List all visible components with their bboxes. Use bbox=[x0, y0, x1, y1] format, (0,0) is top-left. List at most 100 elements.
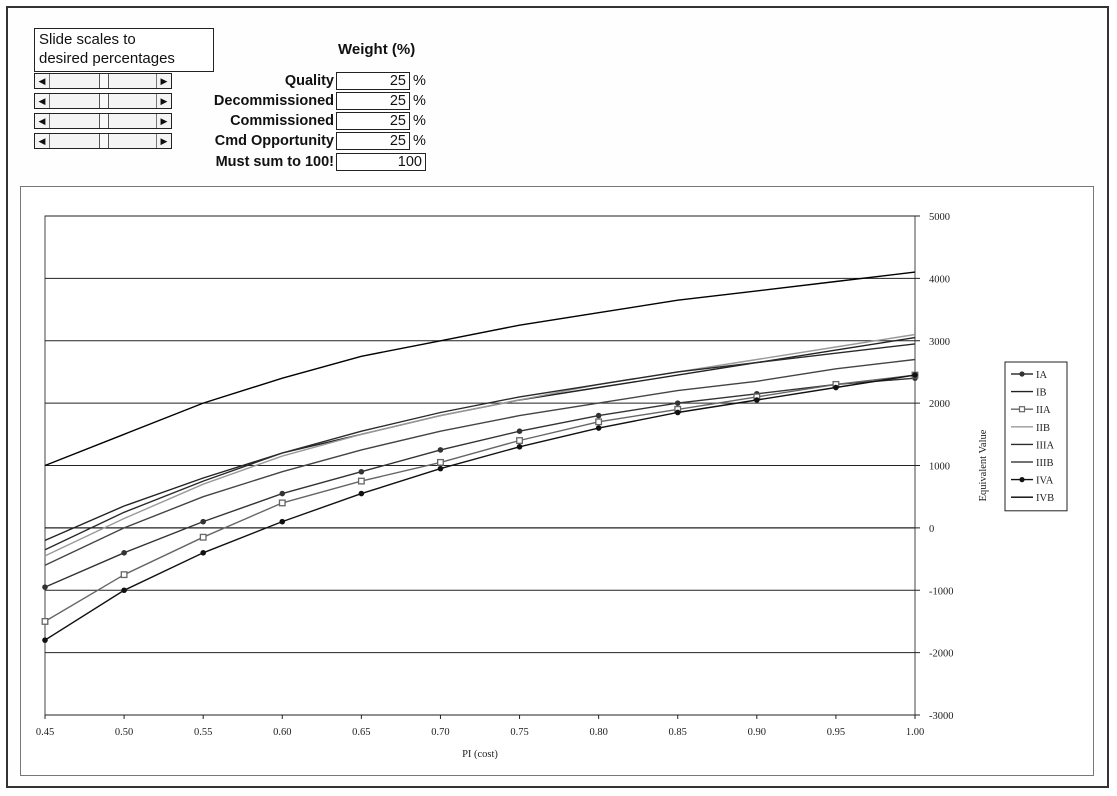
y-tick-label: -3000 bbox=[929, 711, 954, 722]
x-tick-label: 0.70 bbox=[431, 727, 449, 738]
slider-thumb[interactable] bbox=[99, 94, 109, 108]
quality-slider[interactable]: ◀ ▶ bbox=[34, 73, 172, 89]
data-point bbox=[674, 409, 681, 416]
data-point bbox=[516, 443, 523, 450]
data-point bbox=[200, 550, 206, 556]
slider-hint-box: Slide scales to desired percentages bbox=[34, 28, 214, 72]
data-point bbox=[200, 518, 206, 525]
weight-label-decommissioned: Decommissioned bbox=[213, 93, 334, 109]
slider-left-arrow-icon[interactable]: ◀ bbox=[35, 74, 50, 88]
x-tick-label: 0.80 bbox=[589, 727, 607, 738]
commissioned-slider[interactable]: ◀ ▶ bbox=[34, 113, 172, 129]
legend-marker bbox=[1019, 477, 1025, 483]
cmd-opportunity-slider[interactable]: ◀ ▶ bbox=[34, 133, 172, 149]
x-tick-label: 0.85 bbox=[669, 727, 687, 738]
legend-label: IVB bbox=[1036, 493, 1054, 504]
weight-unit-commissioned: % bbox=[413, 113, 426, 129]
hint-line-2: desired percentages bbox=[39, 50, 175, 67]
weight-unit-decommissioned: % bbox=[413, 93, 426, 109]
data-point bbox=[595, 412, 602, 419]
legend-label: IA bbox=[1036, 370, 1047, 381]
weight-title: Weight (%) bbox=[338, 41, 416, 58]
y-axis-label: Equivalent Value bbox=[978, 429, 989, 501]
slider-right-arrow-icon[interactable]: ▶ bbox=[156, 94, 171, 108]
y-tick-label: -1000 bbox=[929, 586, 954, 597]
series-line-iiia bbox=[44, 343, 916, 551]
data-point bbox=[595, 425, 602, 431]
slider-right-arrow-icon[interactable]: ▶ bbox=[156, 74, 171, 88]
legend-label: IIB bbox=[1036, 423, 1050, 434]
x-tick-label: 0.45 bbox=[36, 727, 54, 738]
weight-unit-quality: % bbox=[413, 73, 426, 89]
weight-label-cmd-opportunity: Cmd Opportunity bbox=[214, 133, 334, 149]
data-point bbox=[42, 637, 48, 643]
y-tick-label: 4000 bbox=[929, 274, 950, 285]
legend-label: IIA bbox=[1036, 405, 1051, 416]
x-tick-label: 0.60 bbox=[273, 727, 291, 738]
data-point bbox=[357, 477, 365, 485]
slider-left-arrow-icon[interactable]: ◀ bbox=[35, 134, 50, 148]
x-tick-label: 0.95 bbox=[827, 727, 845, 738]
weight-value-commissioned[interactable]: 25 bbox=[336, 112, 410, 130]
equivalent-value-chart: 5000 4000 3000 2000 1000 0 -1000 -2000 -3000 0.45… bbox=[36, 212, 1068, 760]
weight-unit-cmd-opportunity: % bbox=[413, 133, 426, 149]
x-tick-label: 0.75 bbox=[510, 727, 528, 738]
decommissioned-slider[interactable]: ◀ ▶ bbox=[34, 93, 172, 109]
sum-value: 100 bbox=[336, 153, 426, 171]
slider-thumb[interactable] bbox=[99, 134, 109, 148]
data-point bbox=[41, 617, 49, 625]
hint-line-1: Slide scales to bbox=[39, 31, 136, 48]
y-tick-label: 0 bbox=[929, 524, 934, 535]
slider-right-arrow-icon[interactable]: ▶ bbox=[156, 134, 171, 148]
y-tick-label: 1000 bbox=[929, 462, 950, 473]
data-point bbox=[279, 490, 286, 497]
legend-label: IB bbox=[1036, 388, 1047, 399]
y-tick-label: 2000 bbox=[929, 399, 950, 410]
x-axis-label: PI (cost) bbox=[462, 749, 498, 760]
slider-left-arrow-icon[interactable]: ◀ bbox=[35, 94, 50, 108]
slider-right-arrow-icon[interactable]: ▶ bbox=[156, 114, 171, 128]
data-point bbox=[437, 465, 444, 472]
data-point bbox=[278, 499, 286, 507]
weight-value-quality[interactable]: 25 bbox=[336, 72, 410, 90]
series-line-iva bbox=[44, 374, 916, 641]
data-point bbox=[42, 584, 48, 590]
data-point bbox=[121, 550, 127, 556]
legend-box bbox=[1004, 361, 1068, 512]
series-line-iia bbox=[44, 374, 916, 623]
slider-thumb[interactable] bbox=[99, 74, 109, 88]
series-line-iiib bbox=[44, 358, 916, 566]
data-point bbox=[358, 468, 365, 475]
legend-label: IIIA bbox=[1036, 440, 1054, 451]
legend-marker bbox=[1019, 371, 1025, 377]
legend-label: IIIB bbox=[1036, 458, 1054, 469]
legend-label: IVA bbox=[1036, 476, 1054, 487]
weight-value-cmd-opportunity[interactable]: 25 bbox=[336, 132, 410, 150]
series-line-ia bbox=[44, 377, 916, 588]
data-point bbox=[595, 418, 603, 426]
series-line-iib bbox=[44, 333, 916, 557]
weight-label-commissioned: Commissioned bbox=[230, 113, 334, 129]
x-tick-label: 0.50 bbox=[115, 727, 133, 738]
y-tick-label: 5000 bbox=[929, 212, 950, 223]
data-point bbox=[437, 458, 444, 466]
series-line-ivb bbox=[44, 271, 916, 467]
sum-label: Must sum to 100! bbox=[215, 154, 334, 170]
data-point bbox=[833, 384, 839, 391]
legend-marker bbox=[1018, 406, 1026, 413]
data-point bbox=[121, 587, 127, 594]
y-tick-label: 3000 bbox=[929, 337, 950, 348]
data-point bbox=[437, 447, 444, 453]
data-point bbox=[358, 490, 365, 497]
data-point bbox=[516, 428, 523, 434]
data-point bbox=[754, 397, 760, 403]
slider-thumb[interactable] bbox=[99, 114, 109, 128]
x-tick-label: 1.00 bbox=[906, 727, 924, 738]
slider-left-arrow-icon[interactable]: ◀ bbox=[35, 114, 50, 128]
chart-container: 5000 4000 3000 2000 1000 0 -1000 -2000 -3000 0.45… bbox=[20, 186, 1094, 776]
x-tick-label: 0.90 bbox=[748, 727, 766, 738]
weight-value-decommissioned[interactable]: 25 bbox=[336, 92, 410, 110]
data-point bbox=[912, 372, 918, 378]
y-tick-label: -2000 bbox=[929, 649, 954, 660]
weight-label-quality: Quality bbox=[284, 73, 334, 89]
